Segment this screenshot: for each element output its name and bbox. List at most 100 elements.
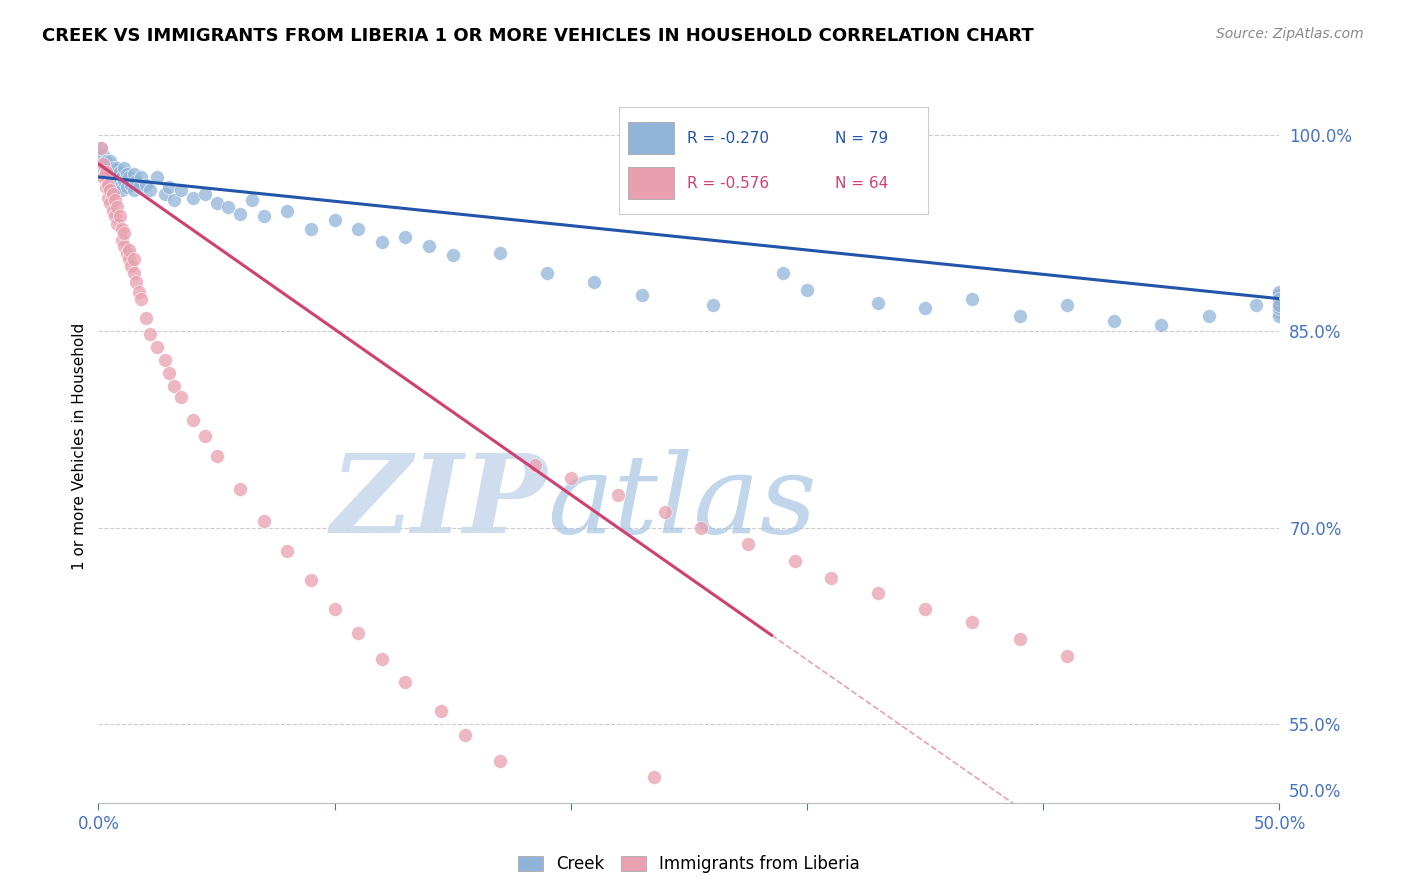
Point <box>112 226 135 240</box>
Point <box>98 180 121 194</box>
Point <box>128 180 150 194</box>
Point <box>866 586 889 600</box>
Point <box>371 652 394 666</box>
Point <box>240 194 263 208</box>
Point <box>135 178 157 192</box>
Point <box>323 213 346 227</box>
Point <box>866 295 889 310</box>
Point <box>607 488 630 502</box>
Point <box>1268 285 1291 300</box>
Point <box>170 390 193 404</box>
Point <box>1150 318 1173 332</box>
Point <box>98 183 121 197</box>
Point <box>94 180 117 194</box>
Point <box>122 167 145 181</box>
Point <box>129 169 152 184</box>
Point <box>689 521 711 535</box>
Point <box>299 222 322 236</box>
Point <box>702 298 724 312</box>
Point <box>101 186 124 201</box>
Y-axis label: 1 or more Vehicles in Household: 1 or more Vehicles in Household <box>72 322 87 570</box>
Point <box>125 275 148 289</box>
Point <box>111 183 134 197</box>
Point <box>101 161 124 175</box>
Point <box>128 285 150 300</box>
Point <box>583 275 606 289</box>
Point <box>914 602 936 616</box>
Point <box>489 754 512 768</box>
Point <box>104 209 127 223</box>
Point <box>157 367 180 381</box>
Point <box>347 625 370 640</box>
Legend: Creek, Immigrants from Liberia: Creek, Immigrants from Liberia <box>512 849 866 880</box>
Point <box>205 196 228 211</box>
Point <box>98 167 121 181</box>
Text: CREEK VS IMMIGRANTS FROM LIBERIA 1 OR MORE VEHICLES IN HOUSEHOLD CORRELATION CHA: CREEK VS IMMIGRANTS FROM LIBERIA 1 OR MO… <box>42 27 1033 45</box>
Point <box>560 471 582 485</box>
Point <box>1268 298 1291 312</box>
Point <box>205 449 228 463</box>
Point <box>90 141 112 155</box>
Point <box>105 200 128 214</box>
Point <box>115 180 138 194</box>
Point <box>1244 298 1267 312</box>
Point <box>1268 292 1291 306</box>
Point <box>129 292 152 306</box>
Point <box>453 728 475 742</box>
Point <box>112 239 135 253</box>
Point <box>1198 309 1220 323</box>
Point <box>170 183 193 197</box>
Point <box>91 161 114 175</box>
Text: R = -0.576: R = -0.576 <box>686 176 769 191</box>
Point <box>153 186 176 201</box>
Point <box>146 169 169 184</box>
Point <box>97 191 120 205</box>
Point <box>118 244 141 258</box>
Point <box>1056 298 1078 312</box>
Point <box>91 169 114 184</box>
Point <box>118 169 141 184</box>
Point <box>323 602 346 616</box>
Point <box>1268 295 1291 310</box>
Point <box>181 413 204 427</box>
Point <box>163 194 186 208</box>
Point <box>181 191 204 205</box>
Point <box>253 514 276 528</box>
Point <box>135 311 157 326</box>
Point <box>163 379 186 393</box>
Point <box>108 164 131 178</box>
Point <box>105 217 128 231</box>
Point <box>101 204 124 219</box>
Text: N = 64: N = 64 <box>835 176 889 191</box>
Point <box>94 167 117 181</box>
Point <box>1268 301 1291 315</box>
Point <box>654 505 676 519</box>
Point <box>1008 309 1031 323</box>
Point <box>253 209 276 223</box>
Point <box>105 169 128 184</box>
Point <box>229 482 252 496</box>
Point <box>441 248 464 262</box>
Point <box>97 178 120 192</box>
Point <box>111 222 134 236</box>
Text: atlas: atlas <box>547 450 817 557</box>
Point <box>91 147 114 161</box>
Point <box>98 154 121 169</box>
Point <box>139 326 162 341</box>
Point <box>91 157 114 171</box>
Point <box>112 174 135 188</box>
Point <box>146 340 169 354</box>
Point <box>1268 298 1291 312</box>
Point <box>630 287 652 301</box>
Point <box>1056 649 1078 664</box>
Point <box>90 141 112 155</box>
Point <box>536 266 558 280</box>
Point <box>1268 305 1291 319</box>
Point <box>105 161 128 175</box>
Point <box>276 204 298 219</box>
FancyBboxPatch shape <box>628 167 675 199</box>
Point <box>785 553 807 567</box>
Point <box>122 183 145 197</box>
Point <box>489 245 512 260</box>
Point <box>108 209 131 223</box>
